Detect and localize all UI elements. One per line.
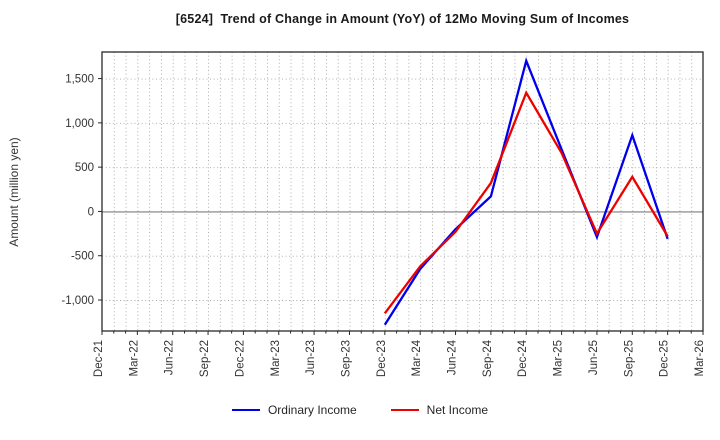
x-tick-label: Mar-23 xyxy=(270,340,282,376)
x-tick-label: Sep-22 xyxy=(199,340,211,377)
series-line-ordinary-income xyxy=(383,57,669,326)
x-tick-label: Mar-24 xyxy=(411,339,423,376)
y-tick-label: 1,000 xyxy=(65,118,94,130)
legend-label-net-income: Net Income xyxy=(426,403,489,417)
x-tick-label: Dec-22 xyxy=(234,340,246,377)
legend-item-net-income: Net Income xyxy=(390,403,489,417)
x-tick-label: Sep-24 xyxy=(482,339,494,377)
x-tick-label: Dec-24 xyxy=(517,339,529,377)
x-tick-label: Jun-25 xyxy=(588,340,600,375)
x-tick-label: Sep-25 xyxy=(623,340,635,377)
ordinary-income-line-swatch xyxy=(231,409,260,411)
y-tick-label: -1,000 xyxy=(61,295,94,307)
y-tick-label: 0 xyxy=(88,206,94,218)
legend-label-ordinary-income: Ordinary Income xyxy=(267,403,357,417)
plot-border xyxy=(101,51,704,332)
legend-item-ordinary-income: Ordinary Income xyxy=(231,403,357,417)
series-line-net-income xyxy=(383,90,669,314)
y-tick-label: -500 xyxy=(71,251,94,263)
x-tick-labels: Dec-21 Mar-22 Jun-22 Sep-22 Dec-22 Mar-23 Jun-… xyxy=(93,339,706,377)
x-tick-label: Mar-22 xyxy=(128,340,140,376)
x-tick-label: Mar-26 xyxy=(694,340,706,376)
x-tick-label: Mar-25 xyxy=(553,340,565,376)
gridlines xyxy=(102,52,703,331)
chart-legend: Ordinary Income Net Income xyxy=(0,403,720,417)
x-tick-label: Dec-25 xyxy=(659,340,671,377)
y-tick-label: 1,500 xyxy=(65,74,94,86)
x-tick-label: Jun-22 xyxy=(164,340,176,375)
chart-title: [6524] Trend of Change in Amount (YoY) o… xyxy=(175,12,630,26)
y-tick-labels: 1,500 1,000 500 0 -500 -1,000 xyxy=(61,74,94,307)
x-tick-label: Sep-23 xyxy=(340,340,352,377)
net-income-line-swatch xyxy=(390,409,419,411)
x-tick-label: Dec-23 xyxy=(376,340,388,377)
x-tick-label: Dec-21 xyxy=(93,340,105,377)
axis-ticks xyxy=(98,78,704,335)
x-tick-label: Jun-23 xyxy=(305,340,317,375)
x-tick-label: Jun-24 xyxy=(447,339,459,375)
y-tick-label: 500 xyxy=(75,162,94,174)
